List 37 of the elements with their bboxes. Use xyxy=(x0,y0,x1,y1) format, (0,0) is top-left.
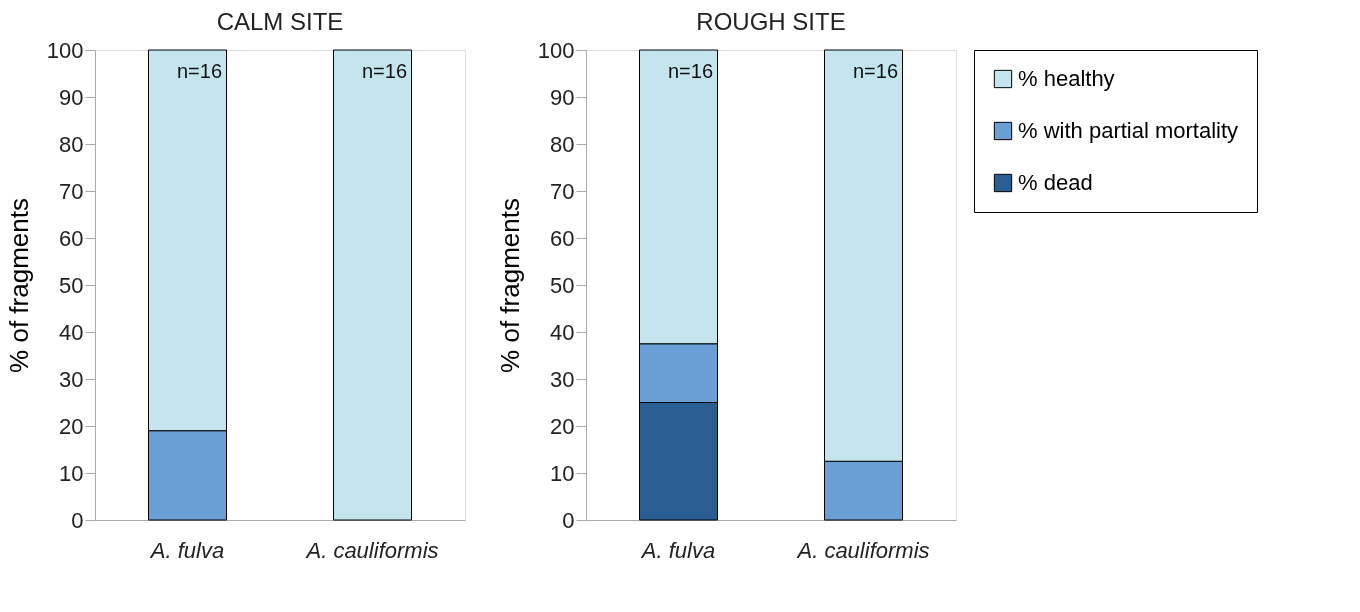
y-tick-label: 0 xyxy=(71,507,84,533)
legend-label: % healthy xyxy=(1018,66,1115,91)
y-axis-title: % of fragments xyxy=(494,198,525,373)
x-tick-label: A. cauliformis xyxy=(795,537,930,563)
y-tick-label: 60 xyxy=(59,225,84,251)
annotation: n=16 xyxy=(852,60,899,82)
y-tick-label: 80 xyxy=(550,131,575,157)
y-tick-label: 20 xyxy=(59,413,84,439)
y-tick-label: 20 xyxy=(550,413,575,439)
y-tick-label: 60 xyxy=(550,225,575,251)
y-tick-label: 70 xyxy=(550,178,575,204)
y-tick-label: 40 xyxy=(550,319,575,345)
x-tick-label: A. cauliformis xyxy=(304,537,439,563)
y-tick-label: 30 xyxy=(550,366,575,392)
x-tick-label: A. fulva xyxy=(148,537,225,563)
y-tick-label: 90 xyxy=(59,84,84,110)
annotation: n=16 xyxy=(176,60,223,82)
y-tick-label: 50 xyxy=(59,272,84,298)
y-tick-label: 10 xyxy=(59,460,84,486)
y-tick-label: 70 xyxy=(59,178,84,204)
chart-title: ROUGH SITE xyxy=(696,8,846,35)
y-tick-label: 0 xyxy=(562,507,575,533)
y-tick-label: 100 xyxy=(537,37,575,63)
y-axis-title: % of fragments xyxy=(3,198,34,373)
x-tick-label: A. fulva xyxy=(639,537,716,563)
chart-title: CALM SITE xyxy=(216,8,344,35)
annotation: n=16 xyxy=(361,60,408,82)
y-tick-label: 80 xyxy=(59,131,84,157)
y-tick-label: 90 xyxy=(550,84,575,110)
y-tick-label: 10 xyxy=(550,460,575,486)
annotation: n=16 xyxy=(667,60,714,82)
y-tick-label: 100 xyxy=(46,37,84,63)
y-tick-label: 50 xyxy=(550,272,575,298)
y-tick-label: 40 xyxy=(59,319,84,345)
legend-label: % with partial mortality xyxy=(1018,118,1239,143)
legend-label: % dead xyxy=(1018,170,1093,195)
y-tick-label: 30 xyxy=(59,366,84,392)
